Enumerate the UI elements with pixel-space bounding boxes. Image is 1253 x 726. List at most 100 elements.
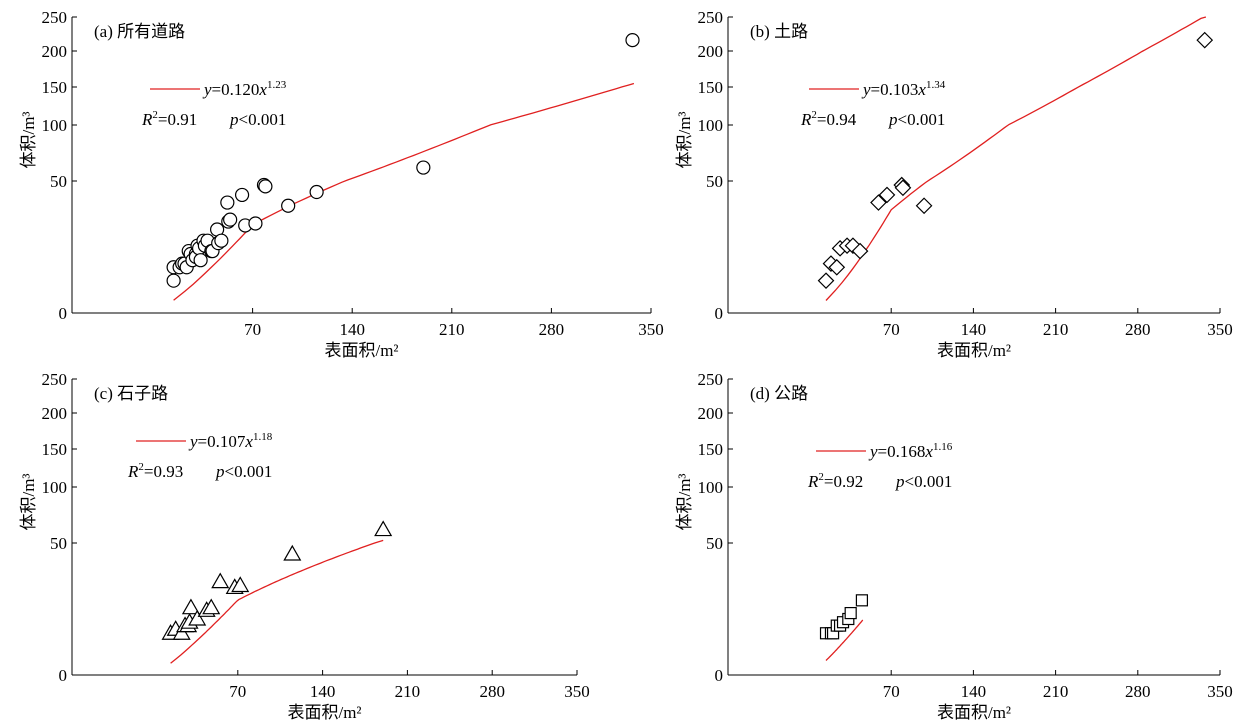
y-tick-label: 250 bbox=[42, 8, 68, 27]
fit-curve bbox=[170, 539, 384, 664]
fit-p-value: p<0.001 bbox=[215, 462, 272, 481]
y-tick-label: 0 bbox=[715, 304, 724, 323]
x-tick-label: 350 bbox=[1207, 320, 1233, 339]
x-tick-label: 280 bbox=[1125, 682, 1151, 701]
fit-equation: y=0.103x1.34 bbox=[861, 79, 946, 99]
y-tick-label: 150 bbox=[698, 78, 724, 97]
x-tick-label: 210 bbox=[439, 320, 465, 339]
panel-c: 0 50 100 150 200 250 70 140 210 280 350 表面积/m² 体积/m³… bbox=[19, 370, 590, 722]
data-point bbox=[231, 576, 250, 593]
y-tick-label: 0 bbox=[59, 666, 68, 685]
fit-curve bbox=[825, 619, 864, 661]
data-point bbox=[281, 198, 296, 213]
y-tick-label: 100 bbox=[698, 116, 724, 135]
data-point bbox=[625, 33, 640, 48]
y-tick-label: 200 bbox=[698, 42, 724, 61]
data-point bbox=[1196, 31, 1214, 49]
y-tick-label: 100 bbox=[42, 478, 68, 497]
data-point bbox=[374, 520, 393, 537]
fit-r2: R2=0.91 bbox=[141, 109, 197, 129]
panel-label: (a) 所有道路 bbox=[94, 22, 185, 41]
x-axis-label: 表面积/m² bbox=[287, 703, 361, 722]
y-tick-label: 150 bbox=[42, 78, 68, 97]
x-tick-label: 350 bbox=[1207, 682, 1233, 701]
y-tick-label: 50 bbox=[706, 172, 723, 191]
y-tick-label: 100 bbox=[42, 116, 68, 135]
data-point bbox=[172, 624, 191, 640]
y-tick-label: 50 bbox=[706, 534, 723, 553]
y-axis-label: 体积/m³ bbox=[19, 111, 38, 168]
y-tick-label: 200 bbox=[698, 404, 724, 423]
data-point bbox=[828, 258, 846, 276]
data-point bbox=[214, 233, 229, 248]
x-tick-label: 280 bbox=[479, 682, 505, 701]
x-tick-label: 70 bbox=[229, 682, 246, 701]
panel-a: 0 50 100 150 200 250 70 140 210 280 350 表面积/m² 体积/m³… bbox=[19, 8, 664, 360]
y-tick-label: 250 bbox=[42, 370, 68, 389]
y-tick-label: 50 bbox=[50, 172, 67, 191]
data-point bbox=[166, 273, 181, 288]
data-point bbox=[416, 160, 431, 175]
x-tick-label: 350 bbox=[564, 682, 590, 701]
x-tick-label: 70 bbox=[883, 682, 900, 701]
fit-p-value: p<0.001 bbox=[888, 110, 945, 129]
x-tick-label: 140 bbox=[961, 320, 987, 339]
data-point bbox=[202, 598, 221, 615]
fit-r2: R2=0.92 bbox=[807, 471, 863, 491]
data-point bbox=[181, 598, 200, 615]
data-point bbox=[844, 606, 857, 620]
fit-p-value: p<0.001 bbox=[895, 472, 952, 491]
y-tick-label: 200 bbox=[42, 404, 68, 423]
panel-label: (d) 公路 bbox=[750, 384, 808, 403]
data-point bbox=[188, 609, 207, 626]
data-point bbox=[870, 194, 887, 211]
data-point bbox=[817, 272, 835, 290]
panel-d: 0 50 100 150 200 250 70 140 210 280 350 表面积/m² 体积/m³… bbox=[675, 370, 1233, 722]
fit-curve bbox=[173, 82, 635, 301]
data-point bbox=[193, 253, 208, 268]
x-axis-label: 表面积/m² bbox=[324, 341, 398, 360]
fit-equation: y=0.168x1.16 bbox=[868, 441, 953, 461]
data-point bbox=[211, 572, 230, 589]
panel-label: (c) 石子路 bbox=[94, 384, 168, 403]
data-point bbox=[258, 179, 273, 194]
x-tick-label: 350 bbox=[638, 320, 664, 339]
y-tick-label: 150 bbox=[698, 440, 724, 459]
x-tick-label: 210 bbox=[1043, 682, 1069, 701]
data-point bbox=[248, 216, 263, 231]
data-point bbox=[915, 197, 933, 215]
fit-r2: R2=0.93 bbox=[127, 461, 183, 481]
y-axis-label: 体积/m³ bbox=[675, 111, 694, 168]
y-axis-label: 体积/m³ bbox=[675, 473, 694, 530]
data-point bbox=[851, 242, 869, 260]
y-tick-label: 250 bbox=[698, 370, 724, 389]
fit-equation: y=0.120x1.23 bbox=[202, 79, 287, 99]
x-tick-label: 140 bbox=[961, 682, 987, 701]
data-point bbox=[223, 212, 238, 227]
x-tick-label: 210 bbox=[395, 682, 421, 701]
data-point bbox=[309, 184, 324, 200]
data-point bbox=[220, 195, 235, 210]
y-tick-label: 50 bbox=[50, 534, 67, 553]
panel-b: 0 50 100 150 200 250 70 140 210 280 350 表面积/m² 体积/m³… bbox=[675, 8, 1233, 360]
x-tick-label: 280 bbox=[1125, 320, 1151, 339]
x-tick-label: 210 bbox=[1043, 320, 1069, 339]
y-tick-label: 200 bbox=[42, 42, 68, 61]
x-tick-label: 140 bbox=[310, 682, 336, 701]
fit-r2: R2=0.94 bbox=[800, 109, 857, 129]
x-axis-label: 表面积/m² bbox=[937, 341, 1011, 360]
data-point bbox=[283, 544, 302, 561]
panel-label: (b) 土路 bbox=[750, 22, 808, 41]
x-tick-label: 140 bbox=[339, 320, 365, 339]
y-axis-label: 体积/m³ bbox=[19, 473, 38, 530]
x-tick-label: 280 bbox=[539, 320, 565, 339]
y-tick-label: 0 bbox=[715, 666, 724, 685]
fit-curve bbox=[825, 16, 1207, 301]
data-point bbox=[855, 594, 869, 607]
data-point bbox=[234, 187, 250, 203]
data-point bbox=[878, 186, 896, 204]
x-tick-label: 70 bbox=[244, 320, 261, 339]
fit-equation: y=0.107x1.18 bbox=[188, 431, 273, 451]
y-tick-label: 150 bbox=[42, 440, 68, 459]
